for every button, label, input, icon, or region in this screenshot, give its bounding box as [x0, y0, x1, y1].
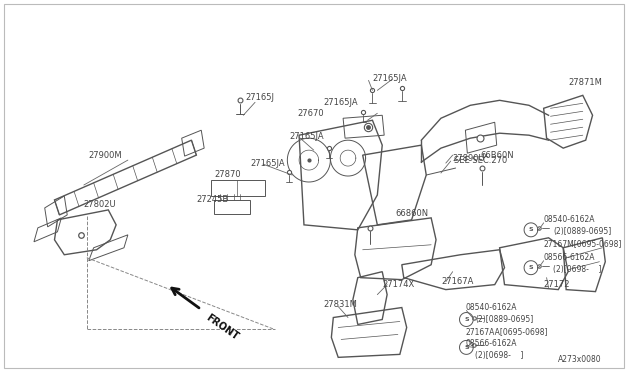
Text: 27167M[0695-0698]: 27167M[0695-0698]	[543, 239, 622, 248]
Text: 27245B: 27245B	[196, 195, 228, 205]
Text: (2)[0889-0695]: (2)[0889-0695]	[554, 227, 612, 236]
Text: S: S	[464, 317, 468, 322]
Text: S: S	[464, 345, 468, 350]
Text: 08540-6162A: 08540-6162A	[543, 215, 595, 224]
Text: 27167A: 27167A	[441, 277, 474, 286]
Text: 27802U: 27802U	[84, 201, 116, 209]
Text: 66860N: 66860N	[395, 209, 428, 218]
Text: 08566-6162A: 08566-6162A	[543, 253, 595, 262]
Text: FRONT: FRONT	[204, 312, 241, 342]
Text: 27165JA: 27165JA	[372, 74, 407, 83]
Text: 27165JA: 27165JA	[324, 98, 358, 107]
Text: (2)[0698-    ]: (2)[0698- ]	[475, 351, 524, 360]
Text: 66B60N: 66B60N	[480, 151, 514, 160]
Text: (2)[0698-    ]: (2)[0698- ]	[554, 265, 602, 274]
Text: 27165JA: 27165JA	[289, 132, 324, 141]
Text: 27871M: 27871M	[568, 78, 602, 87]
Text: SEE SEC.270: SEE SEC.270	[454, 155, 507, 164]
Text: (2)[0889-0695]: (2)[0889-0695]	[475, 315, 533, 324]
Text: 27670: 27670	[297, 109, 324, 118]
Text: A273x0080: A273x0080	[558, 355, 602, 364]
Text: 27831M: 27831M	[324, 300, 357, 309]
Text: 27167AA[0695-0698]: 27167AA[0695-0698]	[465, 327, 548, 336]
Text: 27165JA: 27165JA	[250, 158, 285, 167]
Text: S: S	[529, 265, 533, 270]
Text: 27900M: 27900M	[89, 151, 122, 160]
Text: 08540-6162A: 08540-6162A	[465, 303, 517, 312]
Text: 27870: 27870	[214, 170, 241, 179]
Text: 27172: 27172	[543, 280, 570, 289]
Text: 08566-6162A: 08566-6162A	[465, 339, 517, 348]
Text: S: S	[529, 227, 533, 232]
Text: 27174X: 27174X	[382, 280, 415, 289]
Text: 27165J: 27165J	[245, 93, 275, 102]
Text: 27890U: 27890U	[452, 154, 485, 163]
